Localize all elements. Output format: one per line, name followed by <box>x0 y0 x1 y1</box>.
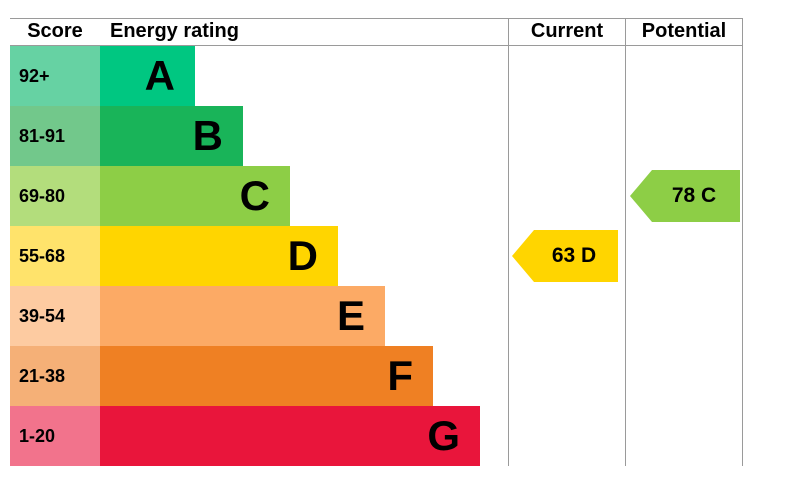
score-range-c: 69-80 <box>10 166 100 226</box>
score-header: Score <box>27 20 83 42</box>
table-top-border <box>10 18 742 19</box>
band-letter-c: C <box>239 172 270 219</box>
band-letter-e: E <box>336 292 365 339</box>
band-bar-g: G <box>100 406 480 466</box>
band-letter-b: B <box>192 112 223 159</box>
band-bar-d: D <box>100 226 338 286</box>
potential-arrow: 78 C <box>630 170 740 222</box>
score-range-f: 21-38 <box>10 346 100 406</box>
band-bar-e: E <box>100 286 385 346</box>
score-range-d: 55-68 <box>10 226 100 286</box>
band-letter-d: D <box>287 232 318 279</box>
band-letter-f: F <box>387 352 413 399</box>
band-row-a: 92+ A <box>10 46 480 106</box>
band-row-c: 69-80 C <box>10 166 480 226</box>
current-rating-label: 63 D <box>551 244 597 267</box>
current-arrow: 63 D <box>512 230 618 282</box>
band-row-b: 81-91 B <box>10 106 480 166</box>
table-right-border <box>742 18 743 466</box>
current-header: Current <box>530 20 604 42</box>
band-rows: 92+ A 81-91 B 69-80 C 55-68 D 39-54 E 21-38 F 1-20 G <box>10 46 480 466</box>
potential-column-divider <box>625 18 626 466</box>
band-letter-g: G <box>427 412 460 459</box>
score-range-b: 81-91 <box>10 106 100 166</box>
band-bar-a: A <box>100 46 195 106</box>
band-letter-a: A <box>144 52 175 99</box>
header-underline <box>10 45 742 46</box>
energy-rating-header: Energy rating <box>110 20 239 42</box>
potential-header: Potential <box>641 20 727 42</box>
band-row-f: 21-38 F <box>10 346 480 406</box>
band-row-d: 55-68 D <box>10 226 480 286</box>
band-row-e: 39-54 E <box>10 286 480 346</box>
score-range-a: 92+ <box>10 46 100 106</box>
band-bar-f: F <box>100 346 433 406</box>
score-range-e: 39-54 <box>10 286 100 346</box>
potential-rating-label: 78 C <box>671 184 717 207</box>
band-bar-b: B <box>100 106 243 166</box>
score-range-g: 1-20 <box>10 406 100 466</box>
current-column-divider <box>508 18 509 466</box>
band-bar-c: C <box>100 166 290 226</box>
band-row-g: 1-20 G <box>10 406 480 466</box>
